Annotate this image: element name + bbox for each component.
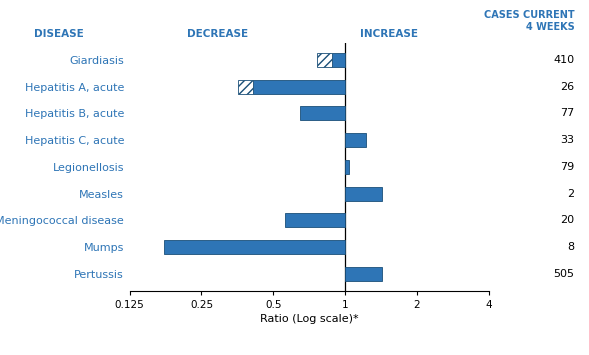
Text: 8: 8 (567, 242, 574, 252)
Bar (345, 133, 366, 147)
Bar (345, 187, 382, 201)
Text: DECREASE: DECREASE (187, 29, 249, 39)
Bar (300, 106, 345, 120)
Bar (345, 160, 349, 174)
Text: 79: 79 (560, 162, 574, 172)
Bar (253, 80, 345, 94)
Text: 20: 20 (560, 215, 574, 225)
Bar (332, 53, 345, 67)
Bar (285, 213, 345, 227)
Text: 410: 410 (553, 55, 574, 65)
Text: DISEASE: DISEASE (34, 29, 84, 39)
Bar (345, 267, 382, 281)
Bar (238, 80, 253, 94)
Text: 505: 505 (553, 269, 574, 279)
Bar (164, 240, 345, 254)
X-axis label: Ratio (Log scale)*: Ratio (Log scale)* (260, 314, 359, 324)
Bar (317, 53, 332, 67)
Text: CASES CURRENT
4 WEEKS: CASES CURRENT 4 WEEKS (484, 10, 574, 32)
Text: 77: 77 (560, 108, 574, 119)
Text: 26: 26 (560, 82, 574, 92)
Text: 2: 2 (567, 189, 574, 198)
Text: 33: 33 (560, 135, 574, 145)
Text: INCREASE: INCREASE (360, 29, 418, 39)
